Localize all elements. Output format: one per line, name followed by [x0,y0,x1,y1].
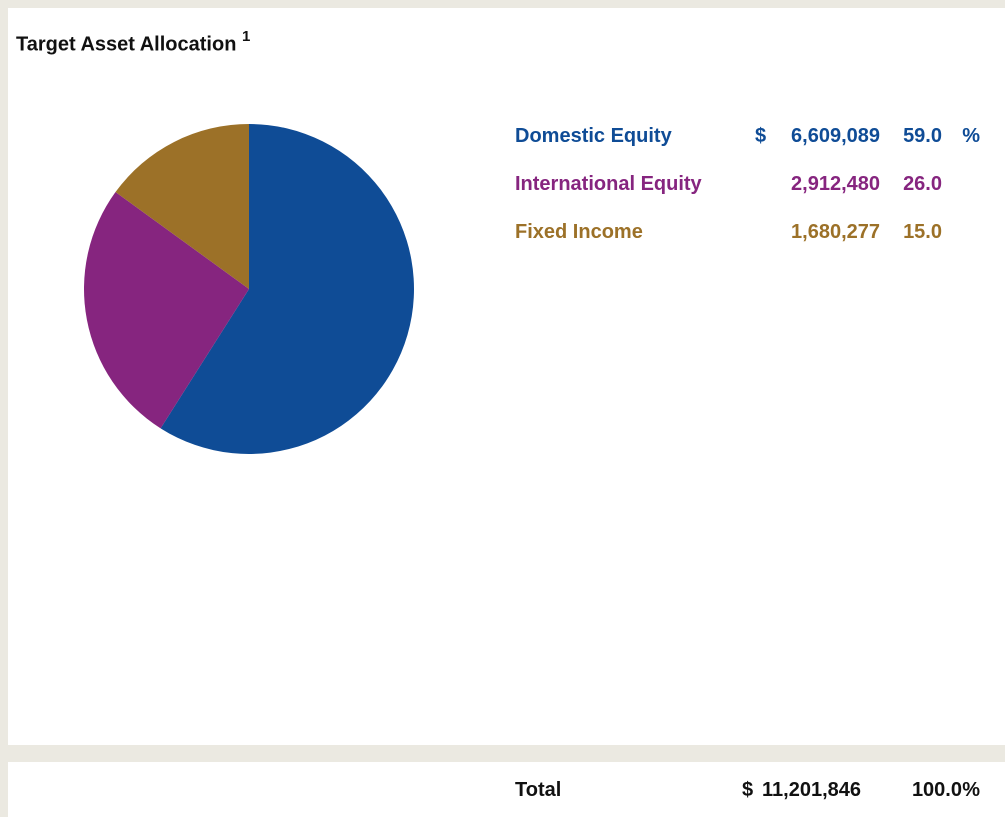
footnote-mark: 1 [241,28,251,45]
percent-sign: % [962,125,980,147]
amount: 1,680,277 [791,221,880,243]
total-currency: $ [742,779,754,801]
percent: 59.0 [903,125,942,147]
legend-row: Domestic Equity $6,609,089 59.0% [515,117,990,155]
legend-row: International Equity 2,912,480 26.0 [515,165,990,203]
total-amount: 11,201,846 [762,779,861,801]
percent: 26.0 [903,173,942,195]
pie-slice [83,192,249,429]
total-label: Total [515,779,562,801]
title: Target Asset Allocation 1 [16,28,251,57]
pie-slice [160,124,415,455]
total-percent: 100.0 [911,779,962,801]
amount: 2,912,480 [791,173,880,195]
legend-row: Fixed Income 1,680,277 15.0 [515,213,990,251]
category-label: Domestic Equity [515,125,672,147]
pie-slice [115,124,249,289]
legend-table: Domestic Equity $6,609,089 59.0% Internatio… [515,117,990,251]
category-label: International Equity [515,173,702,195]
category-label: Fixed Income [515,221,643,243]
total-percent-sign: % [962,779,980,801]
percent: 15.0 [903,221,942,243]
total-row: Total $ 11,201,846 100.0 % [515,771,980,809]
total-panel: Total $ 11,201,846 100.0 % [8,762,1005,817]
amount: 6,609,089 [791,125,880,147]
allocation-panel: Target Asset Allocation 1 Domestic Equit… [8,8,1005,745]
currency: $ [755,125,767,147]
title-text: Target Asset Allocation [16,33,237,56]
pie-chart [83,124,415,455]
